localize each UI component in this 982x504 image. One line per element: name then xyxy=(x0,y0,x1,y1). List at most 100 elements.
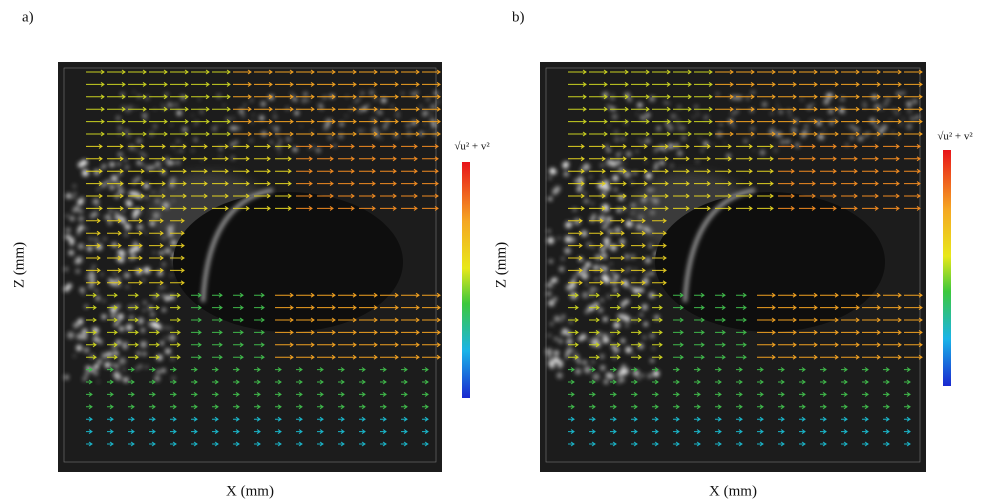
speckle xyxy=(582,273,587,279)
vector xyxy=(338,429,345,435)
speckle xyxy=(645,172,652,180)
vector xyxy=(799,106,818,112)
vector xyxy=(86,404,93,410)
vector xyxy=(820,379,827,385)
vector xyxy=(317,367,324,373)
vector xyxy=(568,193,585,199)
vector xyxy=(652,305,663,311)
speckle xyxy=(576,186,583,192)
vector xyxy=(673,404,680,410)
speckle xyxy=(419,105,423,109)
vector xyxy=(568,69,587,75)
vector xyxy=(610,243,625,249)
vector xyxy=(149,280,164,286)
speckle xyxy=(234,140,238,144)
vector xyxy=(359,391,366,397)
vector xyxy=(212,205,229,211)
speckle xyxy=(285,106,290,111)
vector xyxy=(736,205,753,211)
vector xyxy=(380,131,399,137)
vector xyxy=(673,193,690,199)
speckle xyxy=(649,292,655,299)
speckle xyxy=(139,151,144,156)
speckle xyxy=(118,284,122,287)
vector xyxy=(191,69,210,75)
vector xyxy=(631,119,650,125)
vector xyxy=(883,69,902,75)
vector xyxy=(715,94,734,100)
vector xyxy=(422,416,429,422)
speckle xyxy=(625,220,633,228)
vector xyxy=(422,69,441,75)
speckle xyxy=(838,107,845,113)
vector xyxy=(401,391,408,397)
vector xyxy=(254,143,271,149)
vector xyxy=(778,354,797,360)
vector xyxy=(422,131,441,137)
speckle xyxy=(273,109,276,112)
speckle xyxy=(600,211,604,214)
vector xyxy=(652,81,671,87)
vector xyxy=(296,106,315,112)
vector xyxy=(86,429,93,435)
vector xyxy=(275,69,294,75)
vector xyxy=(107,367,114,373)
vector xyxy=(841,305,860,311)
speckle xyxy=(123,377,129,383)
speckle xyxy=(357,97,361,101)
speckle xyxy=(381,97,387,104)
vector xyxy=(296,391,303,397)
vector xyxy=(233,429,240,435)
panel: a)√u² + v²Z (mm)X (mm) xyxy=(11,9,498,499)
speckle xyxy=(874,124,878,128)
vector xyxy=(820,193,837,199)
vector xyxy=(778,367,785,373)
speckle xyxy=(132,190,139,198)
speckle xyxy=(601,174,605,178)
speckle xyxy=(379,137,383,140)
vector xyxy=(778,81,797,87)
speckle xyxy=(561,257,565,261)
vector xyxy=(589,193,606,199)
speckle xyxy=(85,372,89,376)
vector xyxy=(296,193,313,199)
vector xyxy=(86,69,105,75)
speckle xyxy=(360,91,365,95)
vector xyxy=(736,391,743,397)
speckle xyxy=(616,153,620,157)
speckle xyxy=(119,357,126,365)
speckle xyxy=(906,123,912,130)
vector xyxy=(149,230,164,236)
vector xyxy=(359,119,378,125)
vector xyxy=(128,404,135,410)
vector xyxy=(589,429,596,435)
vector xyxy=(359,193,376,199)
vector xyxy=(233,81,252,87)
vector xyxy=(841,329,860,335)
vector xyxy=(107,168,124,174)
speckle xyxy=(692,115,695,119)
vector xyxy=(338,168,355,174)
vector xyxy=(610,305,621,311)
vector xyxy=(652,193,669,199)
vector xyxy=(170,143,187,149)
vector xyxy=(883,181,900,187)
speckle xyxy=(123,221,127,226)
vector xyxy=(673,379,680,385)
speckle xyxy=(153,124,157,129)
vector xyxy=(736,143,753,149)
speckle xyxy=(89,214,94,219)
vector xyxy=(128,379,135,385)
speckle xyxy=(712,143,715,146)
vector xyxy=(778,156,795,162)
speckle xyxy=(98,339,103,344)
speckle xyxy=(152,313,155,316)
vector xyxy=(170,367,177,373)
vector xyxy=(589,441,596,447)
vector xyxy=(862,106,881,112)
vector xyxy=(820,106,839,112)
speckle xyxy=(612,175,619,182)
vector xyxy=(86,119,105,125)
speckle xyxy=(317,103,323,108)
speckle xyxy=(620,313,628,321)
